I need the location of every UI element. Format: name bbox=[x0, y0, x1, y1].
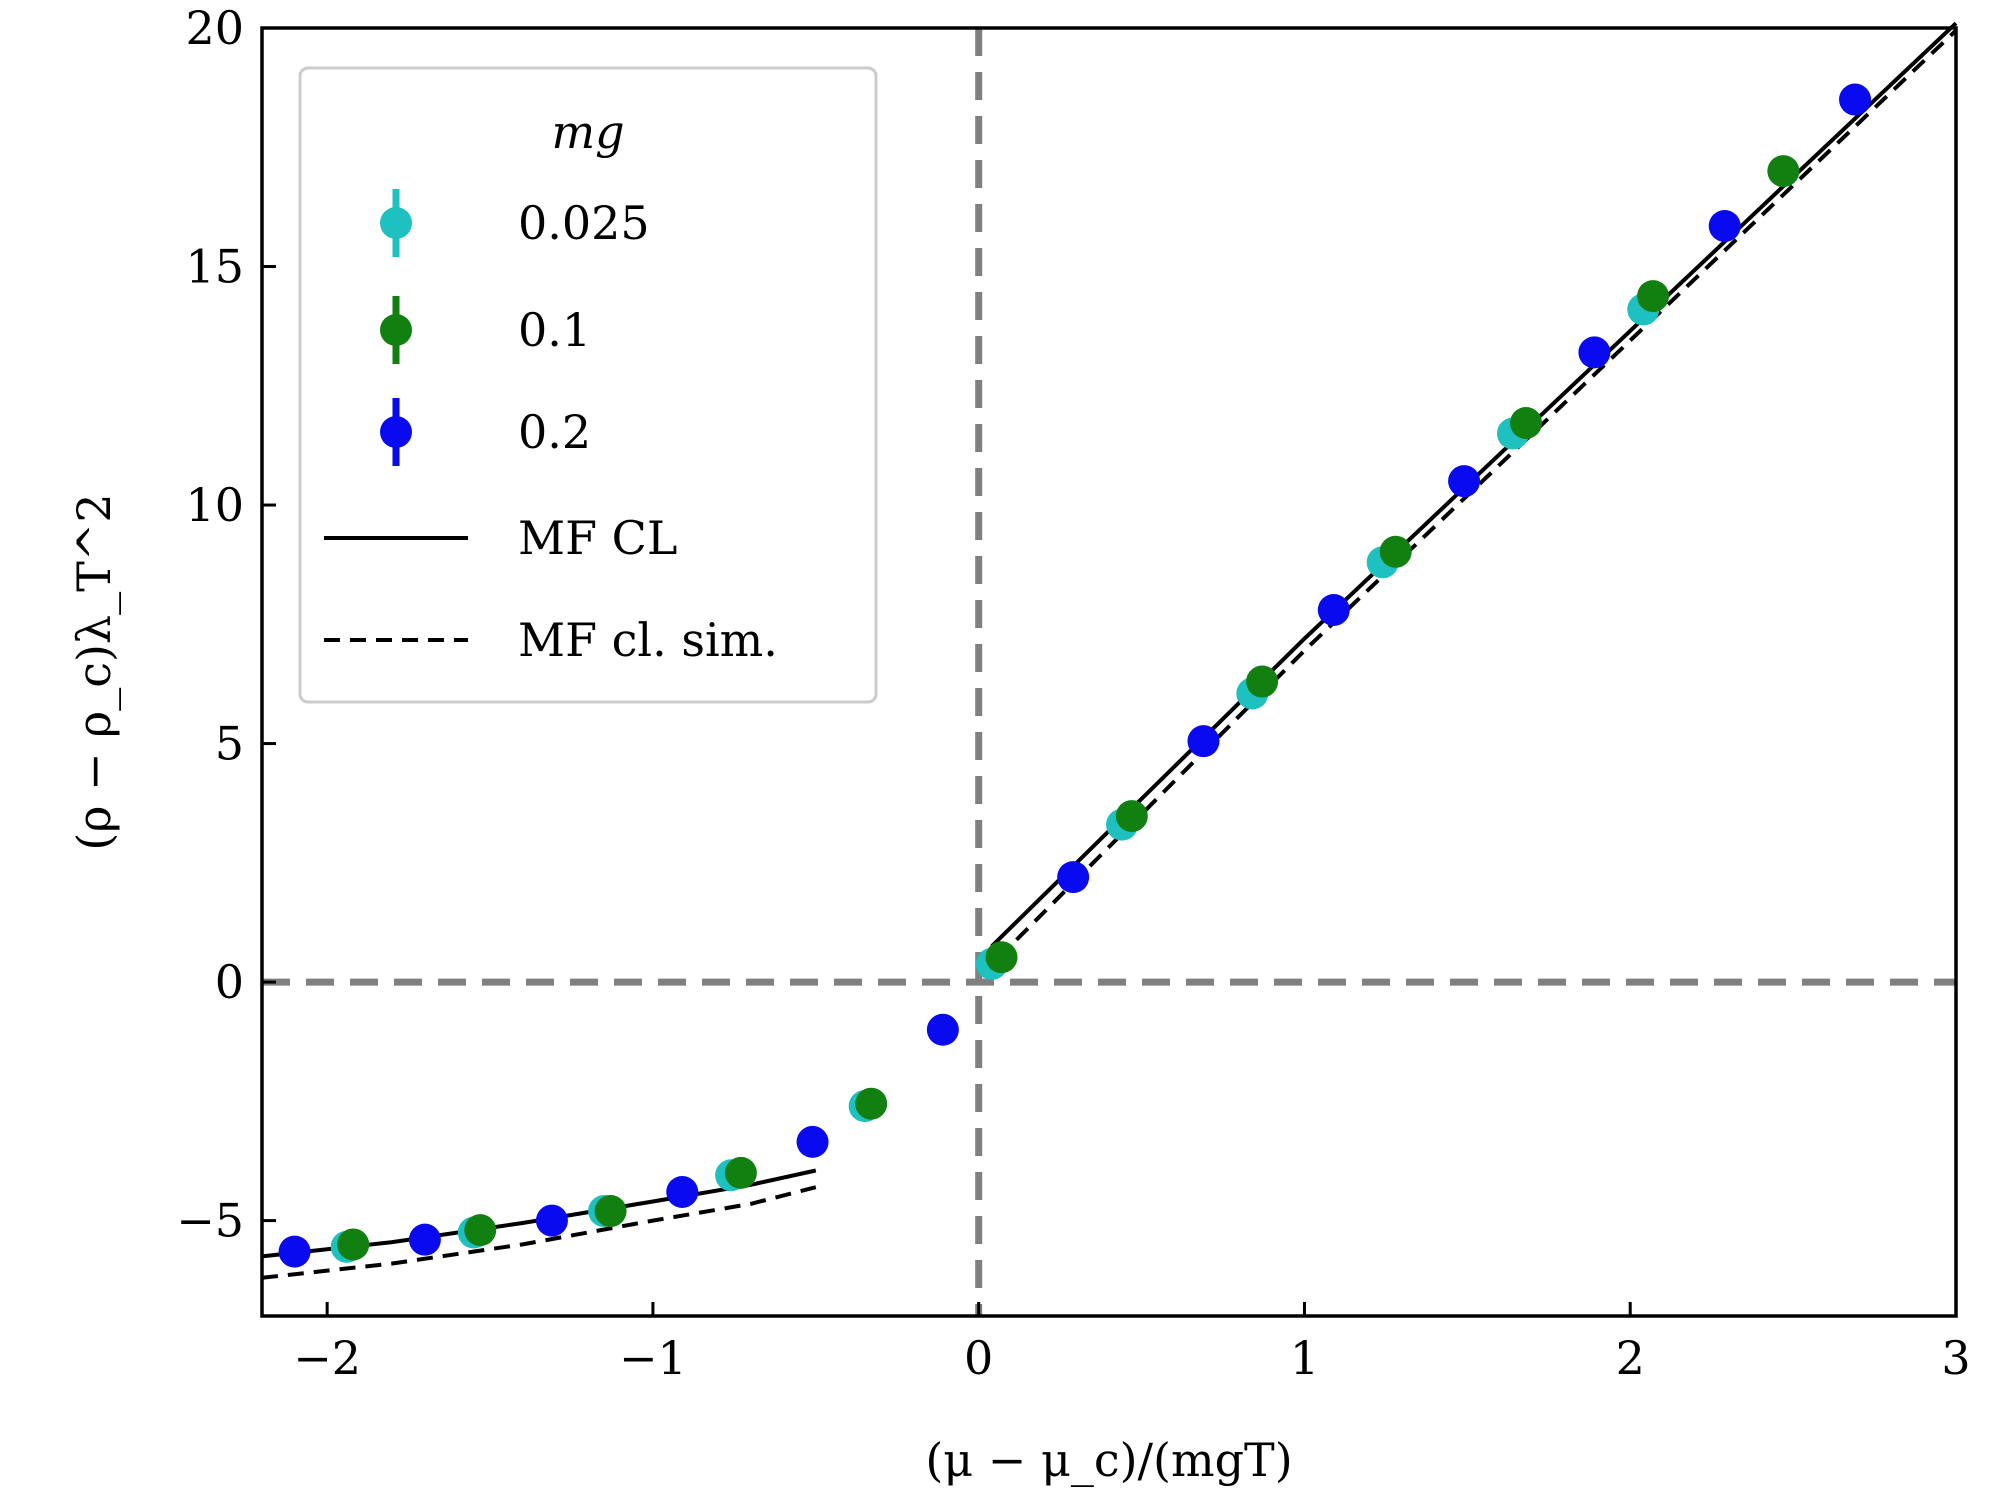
x-tick-label: 0 bbox=[964, 1331, 993, 1385]
data-point-mg-0-2 bbox=[1317, 593, 1350, 626]
data-point-mg-0-1 bbox=[985, 941, 1018, 974]
data-point-mg-0-2 bbox=[408, 1223, 441, 1256]
legend-entries: 0.025 0.1 0.2 MF CL MF cl. sim. bbox=[324, 189, 778, 667]
data-point-mg-0-1 bbox=[337, 1228, 370, 1261]
data-point-mg-0-1 bbox=[1246, 665, 1279, 698]
legend: mg 0.025 0.1 0.2 MF CL MF cl. sim. bbox=[298, 66, 878, 704]
data-point-mg-0-2 bbox=[1448, 465, 1481, 498]
legend-box bbox=[298, 66, 878, 704]
y-tick-label: −5 bbox=[176, 1194, 244, 1248]
y-tick-label: 5 bbox=[215, 717, 244, 771]
y-tick-label: 15 bbox=[185, 240, 244, 294]
data-point-mg-0-2 bbox=[535, 1204, 568, 1237]
x-axis-ticks: −2 −1 0 1 2 3 bbox=[293, 1302, 1971, 1385]
y-tick-label: 0 bbox=[215, 955, 244, 1009]
data-point-mg-0-1 bbox=[464, 1214, 497, 1247]
legend-label: 0.2 bbox=[518, 405, 591, 459]
data-point-mg-0-1 bbox=[1115, 800, 1148, 833]
y-axis-ticks: −5 0 5 10 15 20 bbox=[176, 1, 276, 1248]
x-tick-label: −1 bbox=[619, 1331, 687, 1385]
data-point-mg-0-2 bbox=[1578, 336, 1611, 369]
legend-marker bbox=[380, 314, 412, 346]
data-point-mg-0-1 bbox=[1509, 406, 1542, 439]
data-point-mg-0-1 bbox=[724, 1156, 757, 1189]
plot-frame bbox=[260, 26, 1958, 1318]
legend-label: 0.1 bbox=[518, 303, 591, 357]
x-axis-label: (μ − μ_c)/(mgT) bbox=[925, 1433, 1292, 1487]
reference-lines bbox=[262, 28, 1956, 1316]
data-point-mg-0-1 bbox=[1767, 155, 1800, 188]
y-tick-label: 20 bbox=[185, 1, 244, 55]
data-point-mg-0-2 bbox=[666, 1175, 699, 1208]
data-point-mg-0-2 bbox=[278, 1235, 311, 1268]
data-point-mg-0-2 bbox=[1187, 725, 1220, 758]
data-point-mg-0-2 bbox=[926, 1013, 959, 1046]
data-point-mg-0-1 bbox=[1637, 280, 1670, 313]
x-tick-label: 2 bbox=[1616, 1331, 1645, 1385]
legend-marker bbox=[380, 207, 412, 239]
data-point-mg-0-2 bbox=[1057, 861, 1090, 894]
legend-marker bbox=[380, 416, 412, 448]
y-tick-label: 10 bbox=[185, 478, 244, 532]
legend-label: MF CL bbox=[518, 511, 677, 565]
data-point-mg-0-1 bbox=[855, 1087, 888, 1120]
data-point-mg-0-1 bbox=[594, 1195, 627, 1228]
y-axis-label: (ρ − ρ_c)λ_T^2 bbox=[67, 493, 121, 850]
data-point-mg-0-2 bbox=[1708, 209, 1741, 242]
series-line-mf-cl-sim bbox=[261, 1185, 817, 1280]
data-point-mg-0-2 bbox=[796, 1125, 829, 1158]
series-line-mf-cl bbox=[261, 1168, 817, 1259]
x-tick-label: 1 bbox=[1290, 1331, 1319, 1385]
data-point-mg-0-1 bbox=[1379, 535, 1412, 568]
legend-label: 0.025 bbox=[518, 196, 650, 250]
x-tick-label: 3 bbox=[1941, 1331, 1970, 1385]
x-tick-label: −2 bbox=[293, 1331, 361, 1385]
legend-title: mg bbox=[551, 105, 624, 159]
data-point-mg-0-2 bbox=[1839, 83, 1872, 116]
legend-label: MF cl. sim. bbox=[518, 613, 778, 667]
data-markers bbox=[278, 83, 1872, 1268]
